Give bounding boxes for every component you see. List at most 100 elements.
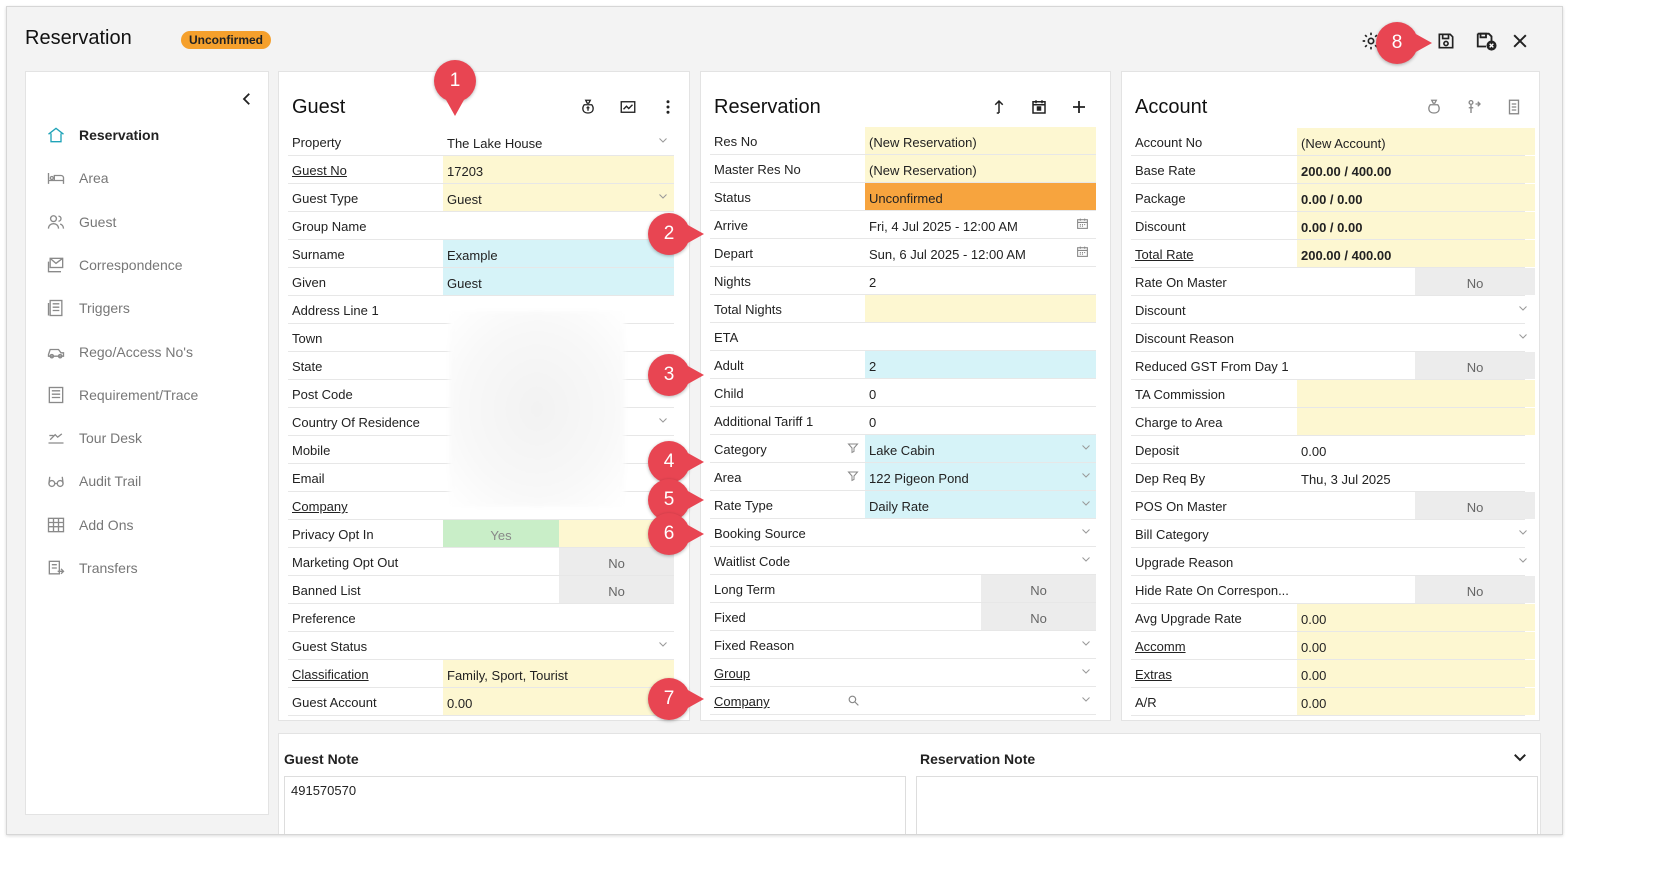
fixed-reason-field[interactable] — [865, 631, 1096, 658]
group-label[interactable]: Group — [714, 666, 751, 681]
filter-icon[interactable] — [847, 442, 859, 454]
company-label[interactable]: Company — [714, 694, 770, 709]
nav-item-audit-trail[interactable]: Audit Trail — [46, 469, 141, 493]
total-nights-field[interactable] — [865, 295, 1096, 322]
close-button[interactable] — [1507, 28, 1533, 54]
additional-tariff-1-field[interactable]: 0 — [869, 415, 877, 430]
discount-reason-field[interactable] — [1297, 324, 1535, 351]
rate-type-label: Rate Type — [714, 498, 774, 513]
account-money-button[interactable] — [1414, 94, 1454, 120]
guest-no-field[interactable]: 17203 — [443, 156, 674, 183]
depart-field[interactable]: Sun, 6 Jul 2025 - 12:00 AM — [869, 247, 1026, 262]
reservation-row-long-term: Long Term No — [710, 575, 1096, 603]
nav-item-add-ons[interactable]: Add Ons — [46, 513, 133, 537]
extras-label[interactable]: Extras — [1135, 667, 1172, 682]
total-rate-label[interactable]: Total Rate — [1135, 247, 1194, 262]
guest-note-field[interactable]: 491570570 — [284, 776, 906, 834]
nav-item-guest[interactable]: Guest — [46, 210, 116, 234]
upgrade-reason-field[interactable] — [1297, 548, 1535, 575]
reservation-row-adult: Adult 2 — [710, 351, 1096, 379]
status-field[interactable]: Unconfirmed — [865, 183, 1096, 210]
save-and-close-button[interactable] — [1473, 28, 1499, 54]
nights-field[interactable]: 2 — [869, 275, 877, 290]
rate-on-master-field[interactable]: No — [1415, 268, 1535, 295]
guest-status-field[interactable] — [443, 632, 674, 659]
dep-req-by-field[interactable]: Thu, 3 Jul 2025 — [1301, 472, 1391, 487]
additional-tariff-1-label: Additional Tariff 1 — [714, 414, 814, 429]
waitlist-code-field[interactable] — [865, 547, 1096, 574]
avg-upgrade-rate-field[interactable]: 0.00 — [1297, 604, 1535, 631]
group-name-field[interactable] — [443, 212, 674, 239]
nav-item-rego-access-no-s[interactable]: Rego/Access No's — [46, 340, 193, 364]
category-field[interactable]: Lake Cabin — [865, 435, 1096, 462]
nav-item-tour-desk[interactable]: Tour Desk — [46, 426, 142, 450]
nav-item-triggers[interactable]: Triggers — [46, 296, 130, 320]
company-field[interactable] — [865, 687, 1096, 714]
reduced-gst-from-day-1-field[interactable]: No — [1415, 352, 1535, 379]
extras-field[interactable]: 0.00 — [1297, 660, 1535, 687]
filter-icon[interactable] — [847, 470, 859, 482]
discount-field[interactable] — [1297, 296, 1535, 323]
pos-on-master-field[interactable]: No — [1415, 492, 1535, 519]
guest-type-field[interactable]: Guest — [443, 184, 674, 211]
money-bag-icon — [582, 99, 594, 114]
upgrade-button[interactable] — [979, 94, 1019, 120]
marketing-opt-out-field[interactable]: No — [559, 548, 674, 575]
arrive-field[interactable]: Fri, 4 Jul 2025 - 12:00 AM — [869, 219, 1018, 234]
banned-list-field[interactable]: No — [559, 576, 674, 603]
bill-category-field[interactable] — [1297, 520, 1535, 547]
privacy-opt-in-field[interactable]: Yes — [443, 520, 559, 547]
eta-label: ETA — [714, 330, 739, 345]
area-field[interactable]: 122 Pigeon Pond — [865, 463, 1096, 490]
charge-to-area-field[interactable] — [1297, 408, 1535, 435]
nav-item-requirement-trace[interactable]: Requirement/Trace — [46, 383, 198, 407]
property-field[interactable]: The Lake House — [447, 136, 543, 151]
classification-field[interactable]: Family, Sport, Tourist — [443, 660, 674, 687]
ta-commission-field[interactable] — [1297, 380, 1535, 407]
add-button[interactable] — [1059, 94, 1099, 120]
nav-item-reservation[interactable]: Reservation — [46, 123, 159, 147]
deposit-field[interactable]: 0.00 — [1301, 444, 1327, 459]
guest-row-given: Given Guest — [288, 268, 674, 296]
save-button[interactable] — [1433, 28, 1459, 54]
discount-field[interactable]: 0.00 / 0.00 — [1297, 212, 1535, 239]
hide-rate-on-correspon-field[interactable]: No — [1415, 576, 1535, 603]
calendar-button[interactable] — [1019, 94, 1059, 120]
a-r-field[interactable]: 0.00 — [1297, 688, 1535, 715]
surname-field[interactable]: Example — [443, 240, 674, 267]
guest-money-button[interactable] — [568, 94, 608, 120]
guest-more-button[interactable] — [648, 94, 688, 120]
accomm-label[interactable]: Accomm — [1135, 639, 1186, 654]
nav-item-transfers[interactable]: Transfers — [46, 556, 138, 580]
guest-history-button[interactable] — [608, 94, 648, 120]
reservation-note-field[interactable] — [916, 776, 1538, 834]
eta-field[interactable] — [865, 323, 1096, 350]
long-term-label: Long Term — [714, 582, 776, 597]
guest-account-field[interactable]: 0.00 — [443, 688, 674, 715]
guest-no-label[interactable]: Guest No — [292, 163, 347, 178]
classification-label[interactable]: Classification — [292, 667, 369, 682]
account-row-rate-on-master: Rate On Master No — [1131, 268, 1535, 296]
collapse-nav-button[interactable] — [238, 90, 256, 111]
booking-source-field[interactable] — [865, 519, 1096, 546]
base-rate-field[interactable]: 200.00 / 400.00 — [1297, 156, 1535, 183]
company-label[interactable]: Company — [292, 499, 348, 514]
rate-type-field[interactable]: Daily Rate — [865, 491, 1096, 518]
nav-item-area[interactable]: Area — [46, 166, 109, 190]
preference-field[interactable] — [443, 604, 674, 631]
account-row-bill-category: Bill Category — [1131, 520, 1527, 548]
total-rate-field[interactable]: 200.00 / 400.00 — [1297, 240, 1535, 267]
package-field[interactable]: 0.00 / 0.00 — [1297, 184, 1535, 211]
long-term-field[interactable]: No — [981, 575, 1096, 602]
group-field[interactable] — [865, 659, 1096, 686]
accomm-field[interactable]: 0.00 — [1297, 632, 1535, 659]
adult-field[interactable]: 2 — [865, 351, 1096, 378]
notes-collapse-button[interactable] — [1511, 748, 1529, 769]
account-folio-button[interactable] — [1494, 94, 1534, 120]
child-field[interactable]: 0 — [869, 387, 877, 402]
fixed-field[interactable]: No — [981, 603, 1096, 630]
nav-item-correspondence[interactable]: Correspondence — [46, 253, 183, 277]
given-field[interactable]: Guest — [443, 268, 674, 295]
search-icon[interactable] — [847, 694, 860, 707]
account-transfer-button[interactable] — [1454, 94, 1494, 120]
